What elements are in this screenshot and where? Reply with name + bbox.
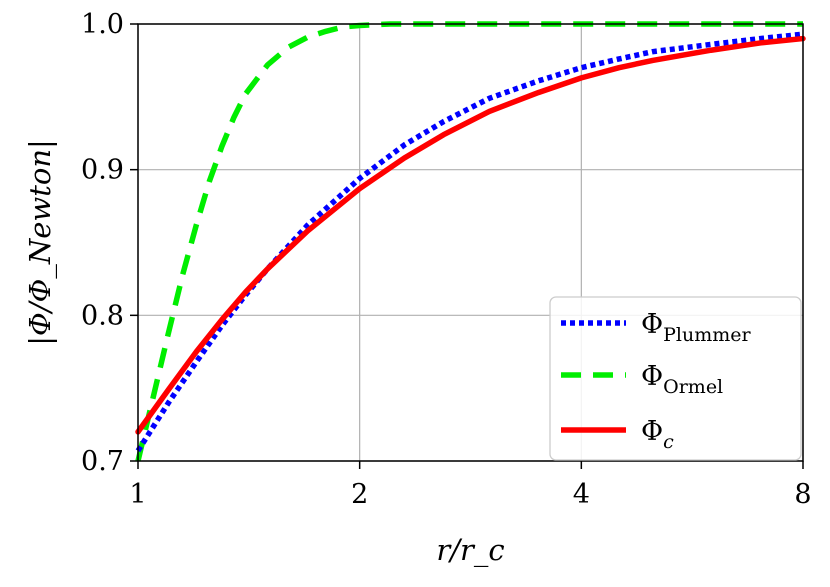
y-tick-label: 0.8 (81, 300, 124, 331)
x-axis-label: r/r_c (436, 533, 504, 568)
axis-ticks: 1 2 4 8 0.7 0.8 0.9 1.0 (81, 9, 812, 510)
y-axis-label: |Φ/Φ_Newton| (23, 139, 58, 346)
y-tick-label: 1.0 (81, 9, 124, 40)
legend-label-ormel: ΦOrmel (641, 361, 723, 398)
legend: ΦPlummer ΦOrmel Φc (549, 296, 802, 461)
y-tick-label: 0.7 (81, 446, 124, 477)
legend-box (549, 296, 802, 461)
x-axis-label-text: r/r_c (436, 533, 504, 568)
y-axis-label-text: |Φ/Φ_Newton| (23, 139, 58, 346)
x-tick-label: 1 (129, 479, 146, 510)
series-line-c (135, 35, 806, 435)
x-tick-label: 4 (573, 479, 590, 510)
y-tick-label: 0.9 (81, 155, 124, 186)
series-line-ormel (135, 21, 803, 462)
legend-label-c: Φc (641, 416, 674, 453)
plot-frame (137, 23, 804, 462)
legend-label-plummer: ΦPlummer (641, 309, 752, 346)
x-tick-label: 2 (351, 479, 368, 510)
series-lines (135, 21, 806, 462)
series-line-plummer (135, 31, 804, 453)
x-tick-label: 8 (794, 479, 811, 510)
